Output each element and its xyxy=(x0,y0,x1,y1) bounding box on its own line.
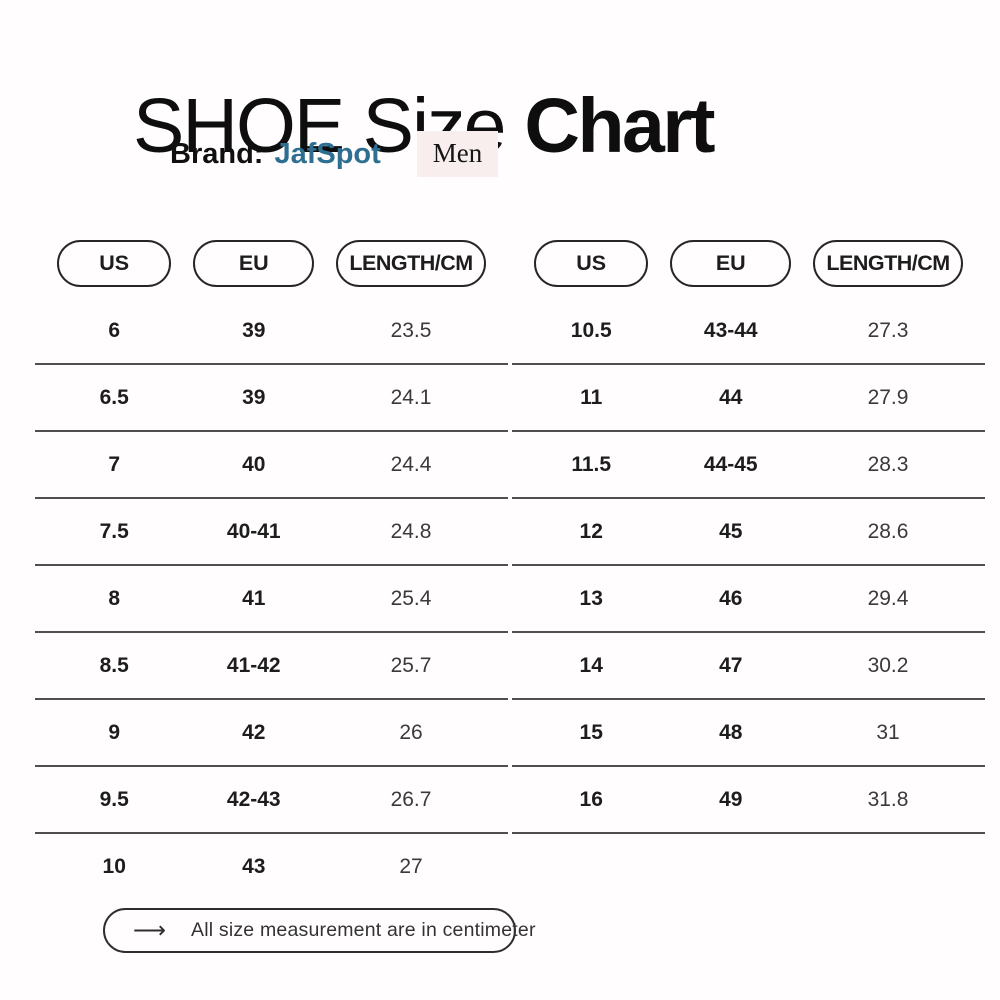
size-row: 11.5 44-45 28.3 xyxy=(512,432,985,499)
size-row: 10.5 43-44 27.3 xyxy=(512,298,985,365)
length-cm-cell: 23.5 xyxy=(390,318,432,342)
us-size-cell: 16 xyxy=(579,787,603,811)
eu-size-cell: 42 xyxy=(242,720,266,744)
us-size-cell: 8.5 xyxy=(99,653,129,677)
us-size-cell: 12 xyxy=(579,519,603,543)
size-table-left: US EU LENGTH/CM 6 39 23.5 6.5 39 24.1 xyxy=(35,240,508,899)
eu-size-cell: 45 xyxy=(719,519,743,543)
us-size-cell: 6.5 xyxy=(99,385,129,409)
header-pill-wrap: LENGTH/CM xyxy=(791,240,985,287)
length-cm-cell: 24.8 xyxy=(390,519,432,543)
length-cm-cell: 25.4 xyxy=(390,586,432,610)
eu-size-cell: 43 xyxy=(242,854,266,878)
size-row: 15 48 31 xyxy=(512,700,985,767)
category-tag: Men xyxy=(416,131,499,177)
length-cm-column-header: LENGTH/CM xyxy=(336,240,487,287)
header-pill-wrap: LENGTH/CM xyxy=(314,240,508,287)
length-cm-cell: 31.8 xyxy=(867,787,909,811)
eu-size-cell: 44-45 xyxy=(703,452,758,476)
length-cm-cell: 28.3 xyxy=(867,452,909,476)
size-row: 8 41 25.4 xyxy=(35,566,508,633)
us-size-cell: 9.5 xyxy=(99,787,129,811)
footnote-pill: ⟶ All size measurement are in centimeter xyxy=(103,908,535,953)
us-size-cell: 15 xyxy=(579,720,603,744)
length-cm-cell: 31 xyxy=(876,720,900,744)
brand-label: Brand: xyxy=(170,138,264,170)
size-row: 6.5 39 24.1 xyxy=(35,365,508,432)
eu-size-cell: 39 xyxy=(242,318,266,342)
size-row: 14 47 30.2 xyxy=(512,633,985,700)
us-size-cell: 7 xyxy=(108,452,121,476)
size-row: 6 39 23.5 xyxy=(35,298,508,365)
eu-size-cell: 46 xyxy=(719,586,743,610)
page-title-bold: Chart xyxy=(524,82,715,169)
long-right-arrow-icon: ⟶ xyxy=(133,917,166,943)
size-row: 11 44 27.9 xyxy=(512,365,985,432)
length-cm-cell: 30.2 xyxy=(867,653,909,677)
eu-column-header: EU xyxy=(193,240,315,287)
size-row: 7 40 24.4 xyxy=(35,432,508,499)
size-row: 9 42 26 xyxy=(35,700,508,767)
us-size-cell: 11 xyxy=(580,385,603,409)
size-row: 16 49 31.8 xyxy=(512,767,985,834)
eu-size-cell: 40-41 xyxy=(226,519,281,543)
brand-name: JafSpot xyxy=(274,138,381,170)
eu-size-cell: 48 xyxy=(719,720,743,744)
size-row: 9.5 42-43 26.7 xyxy=(35,767,508,834)
length-cm-cell: 26.7 xyxy=(390,787,432,811)
length-cm-cell: 28.6 xyxy=(867,519,909,543)
page-title: SHOE Size Chart xyxy=(133,82,715,169)
table-header-row: US EU LENGTH/CM xyxy=(35,240,508,298)
brand-row: Brand: JafSpot Men xyxy=(170,131,499,177)
eu-size-cell: 43-44 xyxy=(703,318,758,342)
us-size-cell: 9 xyxy=(108,720,121,744)
us-size-cell: 10 xyxy=(102,854,126,878)
header-pill-wrap: US xyxy=(512,240,670,287)
size-table-right: US EU LENGTH/CM 10.5 43-44 27.3 11 44 27… xyxy=(512,240,985,899)
length-cm-cell: 25.7 xyxy=(390,653,432,677)
us-size-cell: 11.5 xyxy=(571,452,612,476)
header-pill-wrap: US xyxy=(35,240,193,287)
us-size-cell: 13 xyxy=(579,586,603,610)
us-size-cell: 8 xyxy=(108,586,121,610)
us-size-cell: 7.5 xyxy=(99,519,129,543)
eu-size-cell: 44 xyxy=(719,385,743,409)
eu-size-cell: 41-42 xyxy=(226,653,281,677)
eu-size-cell: 49 xyxy=(719,787,743,811)
length-cm-cell: 27.9 xyxy=(867,385,909,409)
us-size-cell: 6 xyxy=(108,318,121,342)
eu-size-cell: 42-43 xyxy=(226,787,281,811)
us-size-cell: 10.5 xyxy=(570,318,612,342)
size-row: 7.5 40-41 24.8 xyxy=(35,499,508,566)
eu-size-cell: 39 xyxy=(242,385,266,409)
eu-size-cell: 47 xyxy=(719,653,743,677)
size-row: 8.5 41-42 25.7 xyxy=(35,633,508,700)
size-tables: US EU LENGTH/CM 6 39 23.5 6.5 39 24.1 xyxy=(35,240,985,899)
table-header-row: US EU LENGTH/CM xyxy=(512,240,985,298)
length-cm-cell: 27 xyxy=(399,854,423,878)
us-column-header: US xyxy=(534,240,649,287)
size-row: 12 45 28.6 xyxy=(512,499,985,566)
length-cm-cell: 27.3 xyxy=(867,318,909,342)
length-cm-cell: 24.1 xyxy=(390,385,432,409)
eu-size-cell: 41 xyxy=(242,586,266,610)
size-row: 10 43 27 xyxy=(35,834,508,899)
size-row: 13 46 29.4 xyxy=(512,566,985,633)
footnote-text: All size measurement are in centimeter xyxy=(190,919,536,941)
eu-size-cell: 40 xyxy=(242,452,266,476)
us-column-header: US xyxy=(57,240,172,287)
eu-column-header: EU xyxy=(670,240,792,287)
length-cm-cell: 26 xyxy=(399,720,423,744)
length-cm-cell: 29.4 xyxy=(867,586,909,610)
header-pill-wrap: EU xyxy=(670,240,792,287)
us-size-cell: 14 xyxy=(579,653,603,677)
length-cm-cell: 24.4 xyxy=(390,452,432,476)
length-cm-column-header: LENGTH/CM xyxy=(813,240,964,287)
header-pill-wrap: EU xyxy=(193,240,315,287)
